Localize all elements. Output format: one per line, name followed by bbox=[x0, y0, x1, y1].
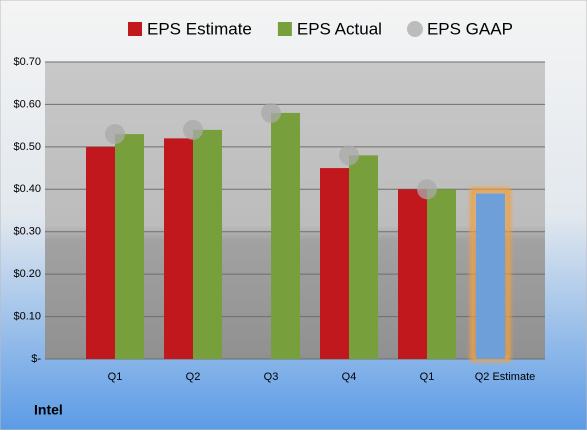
bar bbox=[86, 146, 115, 359]
caption: Intel bbox=[34, 402, 63, 418]
legend-label: EPS Estimate bbox=[147, 19, 252, 38]
bar bbox=[349, 155, 378, 359]
gaap-marker bbox=[261, 102, 281, 123]
y-tick-label: $0.50 bbox=[13, 141, 41, 153]
x-tick-label: Q4 bbox=[342, 371, 357, 383]
legend-label: EPS Actual bbox=[297, 19, 382, 38]
gaap-marker bbox=[183, 119, 203, 140]
x-tick-label: Q2 bbox=[186, 371, 201, 383]
bar bbox=[164, 138, 193, 359]
bar bbox=[193, 129, 222, 359]
legend-swatch bbox=[277, 22, 292, 36]
bar bbox=[398, 189, 427, 359]
legend-swatch bbox=[128, 22, 142, 36]
y-tick-label: $- bbox=[31, 353, 41, 365]
bar bbox=[271, 112, 300, 360]
bar bbox=[115, 134, 144, 359]
gaap-marker bbox=[417, 179, 437, 200]
bar bbox=[320, 168, 349, 359]
x-tick-label: Q3 bbox=[264, 371, 279, 383]
x-tick-label: Q1 bbox=[108, 371, 123, 383]
y-tick-label: $0.60 bbox=[13, 98, 41, 110]
y-tick-label: $0.30 bbox=[13, 226, 41, 238]
bar bbox=[427, 189, 456, 359]
gaap-marker bbox=[339, 145, 359, 166]
y-tick-label: $0.70 bbox=[13, 56, 41, 68]
gaap-marker bbox=[105, 124, 125, 145]
x-tick-label: Q1 bbox=[420, 371, 435, 383]
legend-label: EPS GAAP bbox=[427, 19, 513, 38]
x-tick-label: Q2 Estimate bbox=[475, 371, 536, 383]
y-tick-label: $0.10 bbox=[13, 310, 41, 322]
bar bbox=[476, 193, 505, 359]
legend-swatch bbox=[406, 21, 423, 37]
y-tick-label: $0.20 bbox=[13, 268, 41, 280]
y-tick-label: $0.40 bbox=[13, 183, 41, 195]
